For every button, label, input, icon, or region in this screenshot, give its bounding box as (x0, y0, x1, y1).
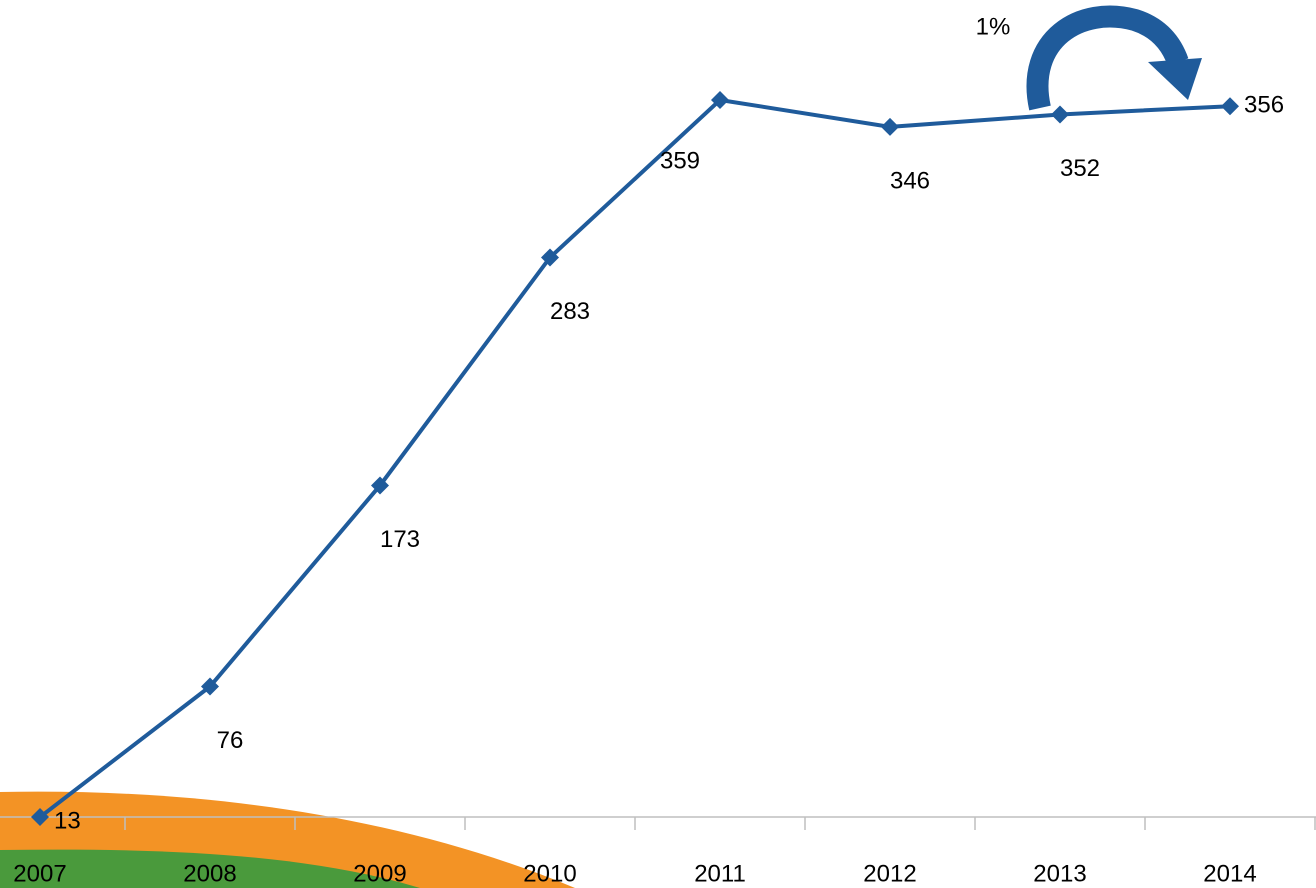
x-tick-label: 2014 (1203, 860, 1256, 887)
data-label: 359 (660, 147, 700, 174)
marker (1051, 105, 1069, 124)
x-tick-label: 2009 (353, 860, 406, 887)
line (38, 97, 1231, 819)
marker (31, 808, 49, 827)
data-label: 346 (890, 167, 930, 194)
x-tick-label: 2008 (183, 860, 236, 887)
marker (711, 90, 729, 109)
data-label: 352 (1060, 155, 1100, 182)
annotation: 1% (976, 13, 1011, 40)
decor-arrow (1026, 5, 1189, 111)
x-tick-label: 2011 (694, 860, 746, 887)
decor-green (0, 849, 420, 888)
x-tick-label: 2013 (1033, 860, 1086, 887)
marker (371, 476, 389, 495)
data-label: 173 (380, 526, 420, 553)
decor-arrow-head (1148, 58, 1202, 100)
data-label: 13 (54, 807, 81, 834)
marker (201, 677, 219, 696)
x-tick-label: 2012 (863, 860, 916, 887)
data-label: 356 (1244, 92, 1284, 119)
marker (881, 117, 899, 136)
data-label: 76 (217, 727, 244, 754)
x-tick-label: 2010 (523, 860, 576, 887)
data-label: 283 (550, 298, 590, 325)
marker (541, 248, 559, 267)
marker (1221, 97, 1239, 116)
x-tick-label: 2007 (13, 860, 66, 887)
